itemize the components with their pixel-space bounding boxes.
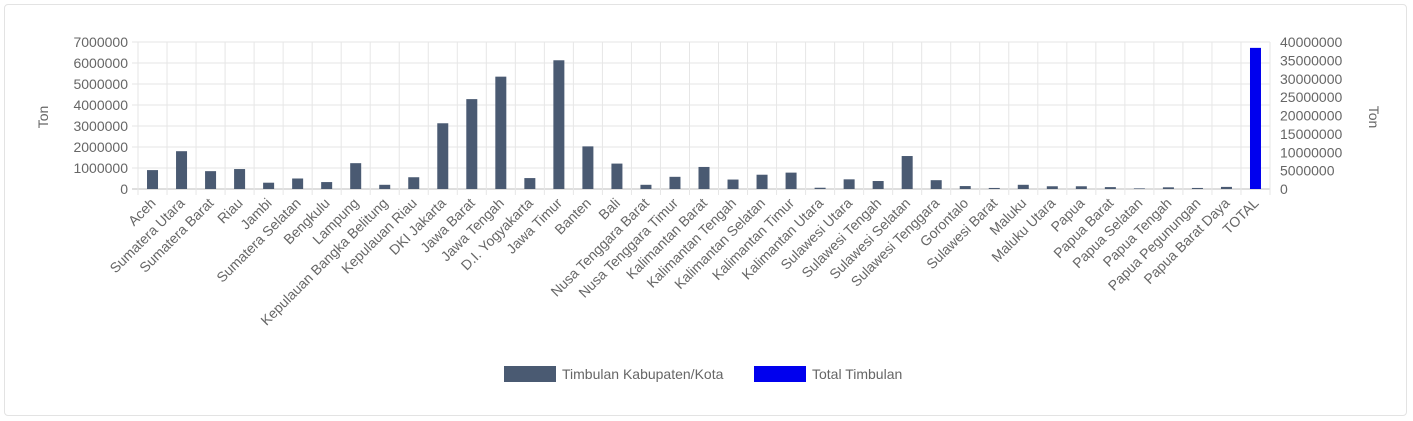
y-right-tick-label: 25000000 (1280, 89, 1343, 105)
y-left-tick-label: 2000000 (73, 139, 128, 155)
bar-timbulan-kabupaten-kota-nusa-tenggara-timur[interactable] (669, 176, 681, 189)
y-right-title: Ton (1366, 106, 1382, 129)
y-right-tick-label: 40000000 (1280, 34, 1343, 50)
bar-timbulan-kabupaten-kota-papua[interactable] (1075, 186, 1087, 189)
y-left-title: Ton (35, 106, 51, 129)
bar-timbulan-kabupaten-kota-aceh[interactable] (147, 170, 159, 189)
y-left-tick-label: 3000000 (73, 118, 128, 134)
bar-timbulan-kabupaten-kota-papua-tengah[interactable] (1162, 187, 1174, 189)
y-right-tick-label: 15000000 (1280, 126, 1343, 142)
bars (147, 47, 1261, 190)
legend: Timbulan Kabupaten/Kota Total Timbulan (504, 366, 902, 382)
y-right-tick-label: 20000000 (1280, 108, 1343, 124)
bar-timbulan-kabupaten-kota-papua-barat[interactable] (1104, 187, 1116, 189)
bar-timbulan-kabupaten-kota-maluku-utara[interactable] (1046, 186, 1058, 189)
bar-timbulan-kabupaten-kota-lampung[interactable] (350, 163, 362, 189)
bar-timbulan-kabupaten-kota-sumatera-selatan[interactable] (292, 178, 304, 190)
y-left-tick-label: 6000000 (73, 55, 128, 71)
y-right-tick-label: 5000000 (1280, 163, 1335, 179)
bar-timbulan-kabupaten-kota-sulawesi-tenggara[interactable] (930, 180, 942, 189)
bar-timbulan-kabupaten-kota-bali[interactable] (611, 163, 623, 189)
bar-timbulan-kabupaten-kota-banten[interactable] (582, 146, 594, 189)
bar-timbulan-kabupaten-kota-kalimantan-selatan[interactable] (756, 174, 768, 189)
bar-timbulan-kabupaten-kota-sulawesi-tengah[interactable] (872, 181, 884, 189)
bar-timbulan-kabupaten-kota-riau[interactable] (234, 169, 246, 189)
legend-swatch-timbulan-kabupaten[interactable] (504, 366, 556, 382)
bar-timbulan-kabupaten-kota-bengkulu[interactable] (321, 182, 333, 189)
y-left-tick-label: 4000000 (73, 97, 128, 113)
bar-timbulan-kabupaten-kota-gorontalo[interactable] (959, 186, 971, 189)
bar-timbulan-kabupaten-kota-kalimantan-timur[interactable] (785, 172, 797, 189)
bar-timbulan-kabupaten-kota-sumatera-utara[interactable] (176, 151, 188, 189)
right-axis-ticks: 0 5000000 10000000 15000000 20000000 25000000… (1280, 34, 1343, 197)
bar-timbulan-kabupaten-kota-sulawesi-utara[interactable] (843, 179, 855, 189)
chart-card (4, 4, 1407, 416)
y-right-tick-label: 10000000 (1280, 144, 1343, 160)
bar-timbulan-kabupaten-kota-kalimantan-tengah[interactable] (727, 179, 739, 189)
y-left-tick-label: 1000000 (73, 160, 128, 176)
y-right-tick-label: 0 (1280, 181, 1288, 197)
legend-swatch-total-timbulan[interactable] (754, 366, 806, 382)
bar-timbulan-kabupaten-kota-sumatera-barat[interactable] (205, 171, 217, 189)
bar-timbulan-kabupaten-kota-jambi[interactable] (263, 182, 275, 189)
bar-timbulan-kabupaten-kota-maluku[interactable] (1017, 184, 1029, 189)
legend-label-timbulan-kabupaten[interactable]: Timbulan Kabupaten/Kota (562, 366, 724, 382)
bar-timbulan-kabupaten-kota-sulawesi-selatan[interactable] (901, 156, 913, 189)
bar-timbulan-kabupaten-kota-kalimantan-barat[interactable] (698, 166, 710, 189)
bar-timbulan-kabupaten-kota-kepulauan-riau[interactable] (408, 177, 420, 189)
bar-timbulan-kabupaten-kota-dki-jakarta[interactable] (437, 123, 449, 189)
bar-timbulan-kabupaten-kota-jawa-tengah[interactable] (495, 76, 507, 189)
bar-timbulan-kabupaten-kota-sulawesi-barat[interactable] (988, 187, 1000, 189)
y-left-tick-label: 7000000 (73, 34, 128, 50)
y-left-tick-label: 0 (120, 181, 128, 197)
bar-timbulan-kabupaten-kota-nusa-tenggara-barat[interactable] (640, 184, 652, 189)
y-right-tick-label: 30000000 (1280, 71, 1343, 87)
y-right-tick-label: 35000000 (1280, 52, 1343, 68)
bar-timbulan-kabupaten-kota-kepulauan-bangka-belitung[interactable] (379, 184, 391, 189)
bar-total-timbulan-total[interactable] (1249, 47, 1261, 189)
y-left-tick-label: 5000000 (73, 76, 128, 92)
bar-timbulan-kabupaten-kota-jawa-timur[interactable] (553, 60, 565, 189)
bar-timbulan-kabupaten-kota-papua-pegunungan[interactable] (1191, 187, 1203, 189)
bar-timbulan-kabupaten-kota-d-i-yogyakarta[interactable] (524, 178, 536, 189)
bar-timbulan-kabupaten-kota-jawa-barat[interactable] (466, 99, 478, 189)
bar-timbulan-kabupaten-kota-papua-barat-daya[interactable] (1220, 186, 1232, 189)
left-axis-ticks: 0 1000000 2000000 3000000 4000000 5000000 6000… (73, 34, 128, 197)
bar-timbulan-kabupaten-kota-papua-selatan[interactable] (1133, 188, 1145, 189)
bar-timbulan-kabupaten-kota-kalimantan-utara[interactable] (814, 187, 826, 189)
legend-label-total-timbulan[interactable]: Total Timbulan (812, 366, 902, 382)
